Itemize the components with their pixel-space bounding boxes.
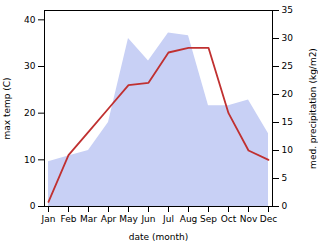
svg-text:Apr: Apr	[101, 214, 117, 224]
svg-text:10: 10	[24, 155, 36, 165]
svg-text:20: 20	[282, 89, 294, 99]
svg-text:0: 0	[282, 201, 288, 211]
svg-text:35: 35	[282, 5, 293, 15]
svg-text:Jan: Jan	[41, 214, 56, 224]
svg-text:20: 20	[24, 108, 36, 118]
svg-text:30: 30	[282, 33, 294, 43]
svg-text:5: 5	[282, 173, 288, 183]
svg-text:Sep: Sep	[200, 214, 217, 224]
svg-text:0: 0	[30, 201, 36, 211]
svg-text:Oct: Oct	[221, 214, 237, 224]
svg-text:Jul: Jul	[162, 214, 174, 224]
svg-text:30: 30	[24, 61, 36, 71]
svg-text:Feb: Feb	[61, 214, 77, 224]
svg-text:15: 15	[282, 117, 293, 127]
svg-text:25: 25	[282, 61, 293, 71]
svg-text:Aug: Aug	[180, 214, 198, 224]
svg-text:max temp (C): max temp (C)	[2, 77, 12, 139]
svg-text:Dec: Dec	[260, 214, 277, 224]
svg-text:Mar: Mar	[80, 214, 97, 224]
svg-text:date (month): date (month)	[129, 232, 188, 242]
svg-text:med. precipitation (kg/m2): med. precipitation (kg/m2)	[308, 48, 318, 169]
svg-text:Nov: Nov	[240, 214, 258, 224]
svg-text:Jun: Jun	[140, 214, 155, 224]
svg-text:May: May	[119, 214, 138, 224]
svg-text:40: 40	[24, 15, 36, 25]
svg-text:10: 10	[282, 145, 294, 155]
